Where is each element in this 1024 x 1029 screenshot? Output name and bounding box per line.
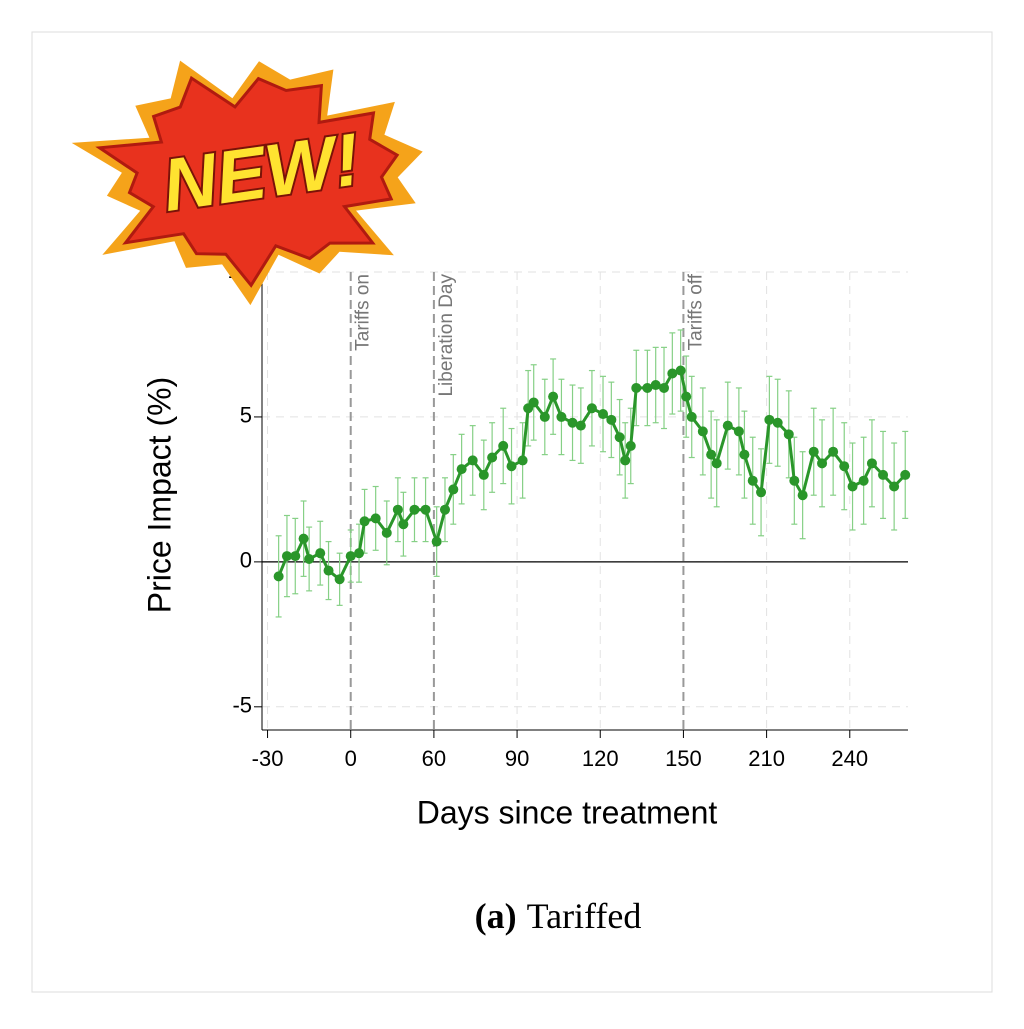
point [575, 420, 586, 431]
point [631, 382, 642, 393]
point [345, 551, 356, 562]
point [439, 504, 450, 515]
point [370, 513, 381, 524]
point [847, 481, 858, 492]
point [539, 411, 550, 422]
point [808, 446, 819, 457]
point [398, 519, 409, 530]
point [359, 516, 370, 527]
point [900, 469, 911, 480]
caption-text: Tariffed [527, 896, 642, 936]
point [290, 551, 301, 562]
point [828, 446, 839, 457]
point [431, 536, 442, 547]
point [858, 475, 869, 486]
x-tick-label: 120 [582, 746, 619, 771]
point [586, 403, 597, 414]
point [625, 440, 636, 451]
point [722, 420, 733, 431]
point [772, 417, 783, 428]
x-axis-label: Days since treatment [417, 794, 718, 830]
x-tick-label: 0 [345, 746, 357, 771]
x-tick-label: 90 [505, 746, 529, 771]
point [281, 551, 292, 562]
point [764, 414, 775, 425]
x-tick-label: 240 [831, 746, 868, 771]
point [448, 484, 459, 495]
point [506, 461, 517, 472]
badge-burst [95, 75, 400, 288]
point [675, 365, 686, 376]
x-tick-label: -30 [252, 746, 284, 771]
x-tick-label: 60 [422, 746, 446, 771]
point [839, 461, 850, 472]
caption-label: (a) [475, 896, 517, 936]
point [606, 414, 617, 425]
point [467, 455, 478, 466]
point [889, 481, 900, 492]
annotation-label: Liberation Day [436, 274, 457, 397]
point [706, 449, 717, 460]
point [650, 380, 661, 391]
caption: (a) Tariffed [475, 896, 642, 936]
point [323, 565, 334, 576]
point [517, 455, 528, 466]
annotation-label: Tariffs on [353, 274, 374, 351]
point [620, 455, 631, 466]
point [642, 382, 653, 393]
point [866, 458, 877, 469]
x-tick-label: 210 [748, 746, 785, 771]
point [686, 411, 697, 422]
point [747, 475, 758, 486]
point [273, 571, 284, 582]
point [789, 475, 800, 486]
point [315, 548, 326, 559]
point [659, 382, 670, 393]
point [567, 417, 578, 428]
point [797, 490, 808, 501]
y-tick-label: 5 [240, 403, 252, 428]
point [381, 527, 392, 538]
y-tick-label: -5 [232, 693, 252, 718]
point [711, 458, 722, 469]
point [487, 452, 498, 463]
point [548, 391, 559, 402]
point [739, 449, 750, 460]
point [498, 440, 509, 451]
point [681, 391, 692, 402]
point [598, 409, 609, 420]
point [298, 533, 309, 544]
point [556, 411, 567, 422]
point [304, 553, 315, 564]
point [733, 426, 744, 437]
y-tick-label: 0 [240, 548, 252, 573]
point [456, 464, 467, 475]
point [478, 469, 489, 480]
point [817, 458, 828, 469]
x-tick-label: 150 [665, 746, 702, 771]
point [354, 548, 365, 559]
point [420, 504, 431, 515]
point [878, 469, 889, 480]
point [783, 429, 794, 440]
y-axis-label: Price Impact (%) [141, 377, 177, 613]
point [334, 574, 345, 585]
point [528, 397, 539, 408]
point [756, 487, 767, 498]
point [614, 432, 625, 443]
point [697, 426, 708, 437]
point [667, 368, 678, 379]
point [409, 504, 420, 515]
badge: NEW! [71, 60, 423, 306]
annotation-label: Tariffs off [685, 273, 706, 350]
point [392, 504, 403, 515]
